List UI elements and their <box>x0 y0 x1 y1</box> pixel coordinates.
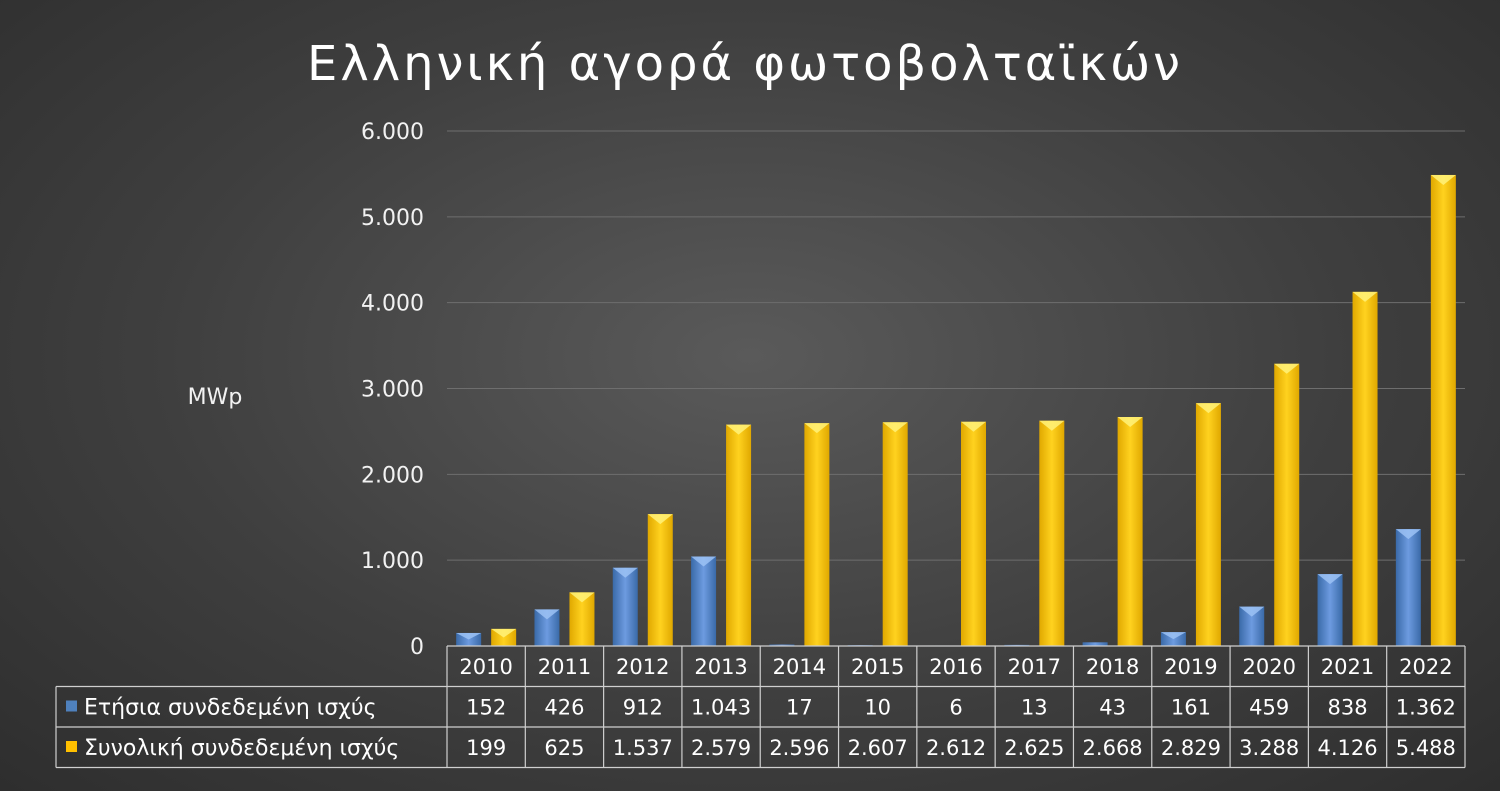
x-category-label: 2013 <box>694 655 747 679</box>
y-tick-label: 3.000 <box>361 378 424 403</box>
bars <box>456 174 1456 647</box>
cell-cumulative-value: 2.596 <box>769 736 829 760</box>
bar-annual <box>691 556 717 646</box>
cell-cumulative-value: 199 <box>466 736 506 760</box>
cell-annual-value: 17 <box>786 696 813 720</box>
x-category-label: 2022 <box>1399 655 1452 679</box>
y-tick-label: 4.000 <box>361 292 424 317</box>
y-tick-label: 1.000 <box>361 549 424 574</box>
bar-cumulative <box>804 423 830 646</box>
bar-cumulative <box>1195 403 1221 646</box>
cell-annual-value: 10 <box>864 696 891 720</box>
cell-cumulative-value: 1.537 <box>613 736 673 760</box>
cell-cumulative-value: 2.612 <box>926 736 986 760</box>
bar-cumulative <box>1117 416 1143 646</box>
legend-swatch <box>66 741 77 752</box>
cell-cumulative-value: 625 <box>544 736 584 760</box>
x-category-label: 2011 <box>538 655 591 679</box>
cell-annual-value: 426 <box>544 696 584 720</box>
bar-annual <box>534 609 560 646</box>
cell-annual-value: 1.362 <box>1396 696 1456 720</box>
x-category-label: 2015 <box>851 655 904 679</box>
cell-cumulative-value: 5.488 <box>1396 736 1456 760</box>
y-axis-ticks: 0 1.000 2.000 3.000 4.000 5.000 6.000 <box>361 120 424 660</box>
y-tick-label: 6.000 <box>361 120 424 145</box>
cell-cumulative-value: 4.126 <box>1317 736 1377 760</box>
bar-cumulative <box>1430 174 1456 647</box>
y-tick-label: 5.000 <box>361 206 424 231</box>
legend-label: Ετήσια συνδεδεμένη ισχύς <box>84 696 377 721</box>
x-category-label: 2014 <box>773 655 826 679</box>
bar-annual <box>1239 606 1265 646</box>
cell-cumulative-value: 2.579 <box>691 736 751 760</box>
x-category-label: 2016 <box>929 655 982 679</box>
x-category-label: 2021 <box>1321 655 1374 679</box>
cell-annual-value: 6 <box>949 696 962 720</box>
bar-annual <box>1395 529 1421 646</box>
cell-annual-value: 912 <box>623 696 663 720</box>
cell-annual-value: 161 <box>1171 696 1211 720</box>
x-category-label: 2017 <box>1008 655 1061 679</box>
cell-annual-value: 838 <box>1327 696 1367 720</box>
cell-cumulative-value: 3.288 <box>1239 736 1299 760</box>
gridlines <box>447 130 1465 561</box>
x-category-label: 2019 <box>1164 655 1217 679</box>
cell-cumulative-value: 2.829 <box>1161 736 1221 760</box>
y-tick-label: 2.000 <box>361 463 424 488</box>
bar-annual <box>456 632 482 646</box>
bar-cumulative <box>491 628 517 646</box>
cell-cumulative-value: 2.625 <box>1004 736 1064 760</box>
y-axis-label: MWp <box>188 385 243 410</box>
cell-annual-value: 459 <box>1249 696 1289 720</box>
chart-title: Ελληνική αγορά φωτοβολταϊκών <box>307 36 1183 92</box>
bar-cumulative <box>569 592 595 646</box>
bar-cumulative <box>647 514 673 646</box>
legend-annual: Ετήσια συνδεδεμένη ισχύς <box>66 696 377 721</box>
bar-cumulative <box>961 421 986 646</box>
bar-cumulative <box>1274 363 1300 646</box>
bar-annual <box>1317 574 1343 646</box>
bar-cumulative <box>726 424 752 646</box>
bar-annual <box>769 644 795 646</box>
data-table: 2010 2011 2012 2013 2014 2015 2016 2017 2018 2019… <box>55 645 1466 769</box>
x-category-label: 2012 <box>616 655 669 679</box>
cell-annual-value: 13 <box>1021 696 1048 720</box>
legend-label: Συνολική συνδεδεμένη ισχύς <box>84 736 399 761</box>
cell-annual-value: 1.043 <box>691 696 751 720</box>
x-category-label: 2020 <box>1243 655 1296 679</box>
bar-annual <box>612 567 638 646</box>
bar-cumulative <box>882 422 908 646</box>
legend-swatch <box>66 700 77 712</box>
cell-cumulative-value: 2.607 <box>848 736 908 760</box>
bar-cumulative <box>1352 291 1378 646</box>
bar-cumulative <box>1039 420 1065 646</box>
cell-annual-value: 152 <box>466 696 506 720</box>
bar-annual <box>1082 642 1108 646</box>
cell-cumulative-value: 2.668 <box>1083 736 1143 760</box>
bar-annual <box>1160 632 1186 646</box>
y-tick-label: 0 <box>410 635 424 660</box>
cell-annual-value: 43 <box>1099 696 1126 720</box>
x-category-label: 2010 <box>459 655 512 679</box>
x-category-label: 2018 <box>1086 655 1139 679</box>
legend-cumulative: Συνολική συνδεδεμένη ισχύς <box>66 736 399 761</box>
